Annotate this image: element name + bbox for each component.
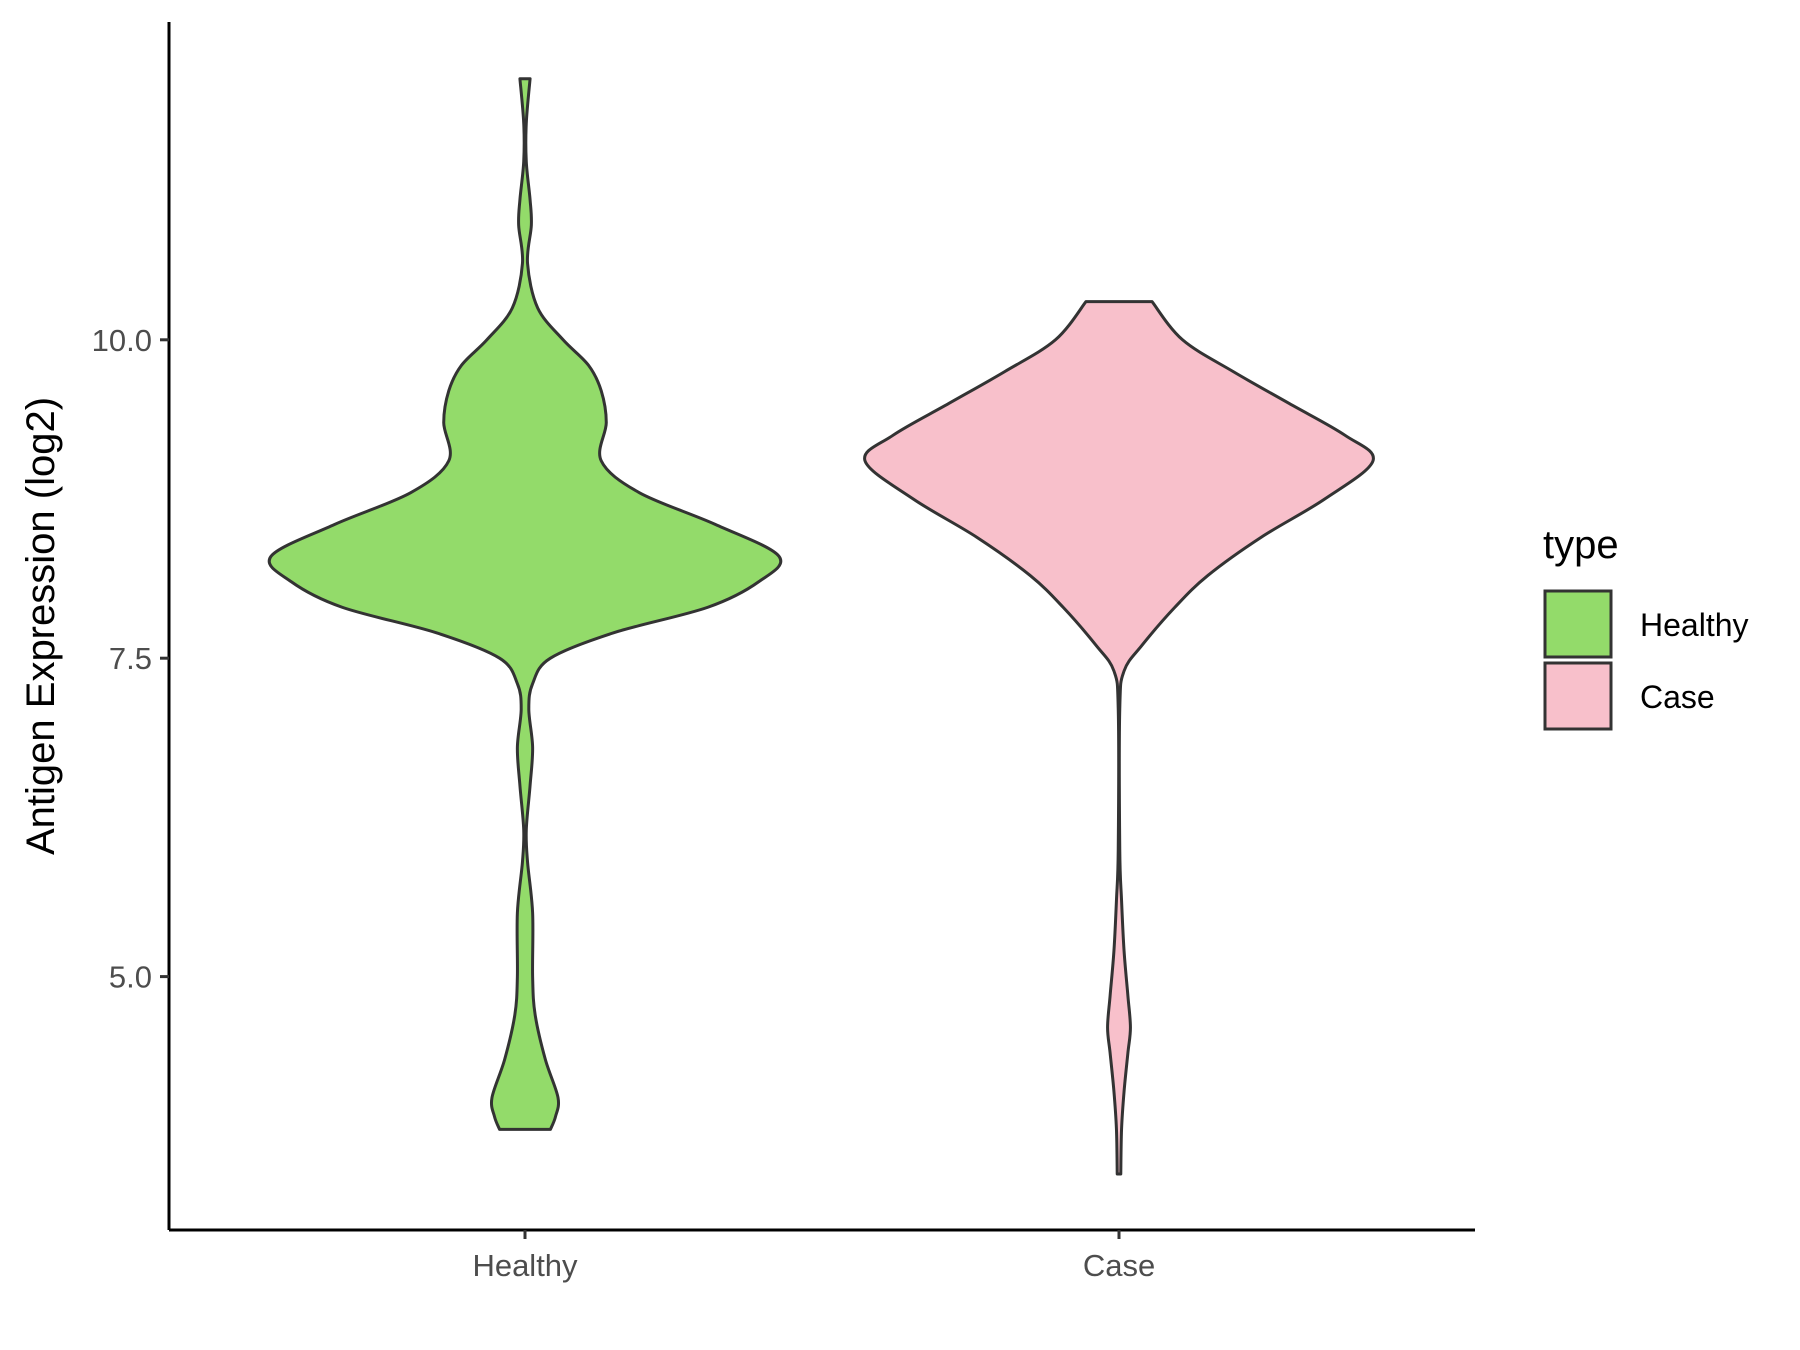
legend-label-healthy: Healthy	[1640, 607, 1749, 643]
y-tick-label: 7.5	[109, 641, 152, 676]
legend-title: type	[1543, 523, 1619, 567]
legend-key-healthy	[1543, 589, 1613, 659]
violin-case	[863, 300, 1375, 1176]
y-axis-title: Antigen Expression (log2)	[19, 397, 63, 855]
y-tick-label: 10.0	[92, 323, 152, 358]
legend-label-case: Case	[1640, 679, 1715, 715]
legend: type Healthy Case	[1543, 523, 1749, 731]
violin-healthy	[267, 77, 783, 1131]
x-tick-label: Healthy	[472, 1248, 578, 1283]
legend-key-case	[1543, 661, 1613, 731]
y-tick-label: 5.0	[109, 960, 152, 995]
violin-layer	[267, 77, 1375, 1176]
x-tick-label: Case	[1083, 1248, 1155, 1283]
x-axis-ticks: Healthy Case	[472, 1230, 1155, 1283]
y-axis-ticks: 5.0 7.5 10.0	[92, 323, 169, 995]
